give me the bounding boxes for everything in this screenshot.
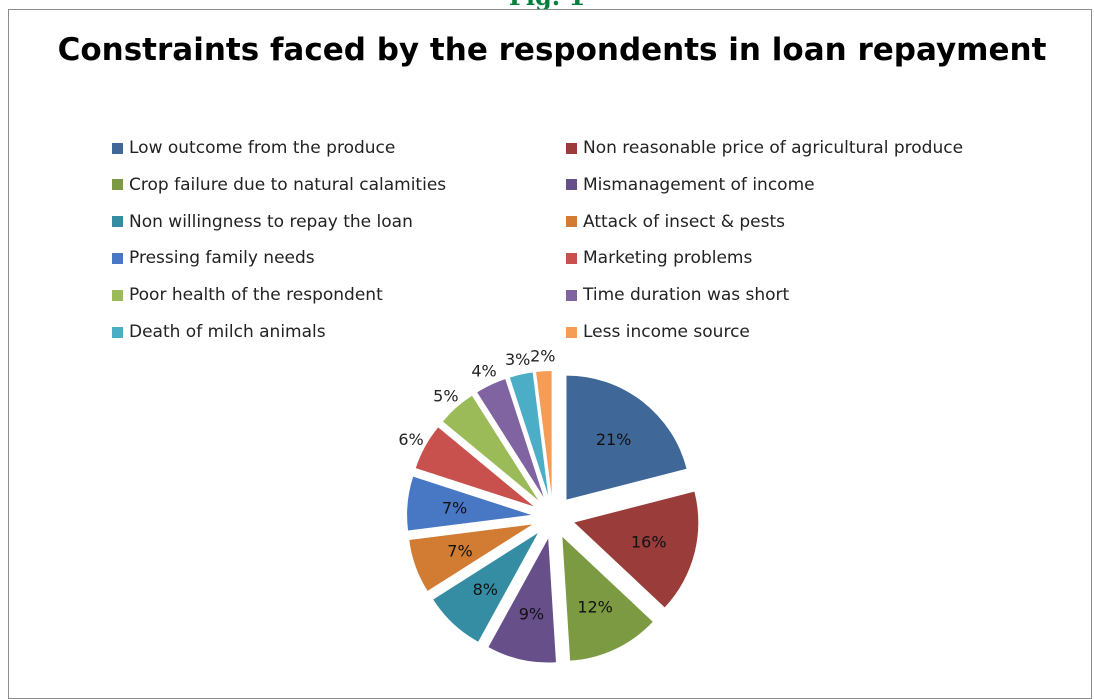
legend-item: Time duration was short [566,284,789,306]
legend-label: Less income source [583,322,750,342]
legend-item: Low outcome from the produce [112,137,395,159]
pie-slice [442,395,539,501]
legend-swatch [566,142,577,154]
legend-swatch [112,289,123,301]
slice-label: 4% [471,361,496,380]
legend-swatch [566,326,577,338]
legend-swatch [112,326,123,338]
legend-item: Crop failure due to natural calamities [112,174,446,196]
legend-item: Non reasonable price of agricultural pro… [566,137,963,159]
pie-slice [566,375,687,500]
pie-slice [488,538,556,663]
pie-slice [536,371,552,496]
legend-swatch [112,179,123,191]
legend-label: Pressing family needs [129,248,315,269]
legend-swatch [112,142,123,154]
pie-slice [433,533,538,642]
slice-label: 12% [577,597,613,616]
legend-item: Death of milch animals [112,321,326,343]
legend-swatch [112,252,123,264]
pie-slice [562,536,653,661]
slice-label: 2% [530,346,555,365]
slice-label: 5% [433,386,458,405]
pie-slice [407,476,532,531]
legend-item: Mismanagement of income [566,174,815,196]
legend-item: Marketing problems [566,247,752,269]
slice-label: 9% [519,604,544,623]
legend-item: Pressing family needs [112,247,315,269]
legend-label: Attack of insect & pests [583,211,785,232]
legend-item: Attack of insect & pests [566,211,785,233]
pie-slice [409,524,533,591]
slice-label: 8% [473,580,498,599]
pie-slice [477,379,544,498]
legend-label: Mismanagement of income [583,174,815,195]
pie-slice [415,427,534,507]
slice-label: 6% [398,430,423,449]
slice-label: 21% [596,430,632,449]
legend-label: Crop failure due to natural calamities [129,174,447,195]
legend-label: Low outcome from the produce [129,138,396,158]
slice-label: 7% [442,499,467,518]
legend-swatch [566,252,577,264]
pie-slice [509,372,549,496]
legend-label: Non willingness to repay the loan [129,211,413,232]
legend-label: Non reasonable price of agricultural pro… [583,138,964,158]
legend-label: Time duration was short [583,285,790,306]
legend-swatch [566,179,577,191]
legend-swatch [566,289,577,301]
legend-label: Death of milch animals [129,322,326,342]
slice-label: 7% [447,541,472,560]
legend-item: Less income source [566,321,750,343]
legend-swatch [112,216,123,228]
legend-item: Non willingness to repay the loan [112,211,413,233]
slice-label: 3% [505,350,530,369]
pie-slice [574,491,699,608]
legend-swatch [566,216,577,228]
legend-item: Poor health of the respondent [112,284,383,306]
pie-chart: 21% 16% 12% 9% 8% 7% 7% 6% 5% 4% 3% 2% [398,346,699,663]
chart-title: Constraints faced by the respondents in … [57,32,1047,68]
legend-label: Marketing problems [583,248,753,269]
figure-label: Fig. 1 [0,0,1094,11]
legend-label: Poor health of the respondent [129,285,383,306]
slice-label: 16% [631,533,667,552]
